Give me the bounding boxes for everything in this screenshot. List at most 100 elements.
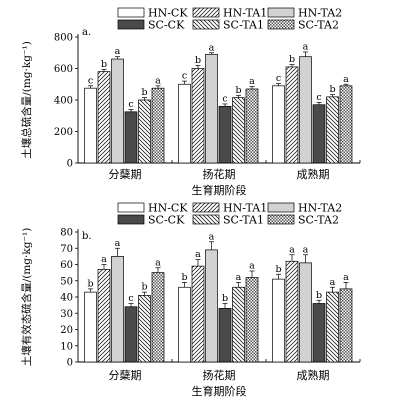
significance-label: a [101, 254, 107, 265]
significance-label: b [289, 54, 295, 65]
legend-label-sc-ck: SC-CK [148, 214, 185, 227]
significance-label: a [155, 257, 161, 268]
legend-swatch-sc-ta2 [267, 214, 295, 225]
bar-sc-ck [312, 104, 326, 164]
bar-hn-ta2 [205, 53, 218, 164]
y-tick-label: 20 [60, 325, 73, 336]
legend-label-hn-ck: HN-CK [148, 202, 188, 215]
y-tick-label: 60 [60, 260, 73, 271]
legend-swatch-hn-ck [117, 202, 145, 213]
bar-sc-ck [218, 105, 232, 164]
y-tick-label: 800 [54, 33, 73, 44]
bar-sc-ta2 [339, 85, 353, 164]
y-axis-label: 土壤总硫含量/(mg·kg⁻¹) [20, 41, 33, 159]
significance-label: a [115, 238, 121, 249]
legend-swatch-hn-ck [117, 7, 145, 18]
x-tick-label: 分蘖期 [109, 368, 142, 382]
bar-sc-ta1 [232, 286, 245, 363]
bar-sc-ta2 [151, 272, 165, 363]
bar-hn-ta2 [299, 262, 312, 363]
significance-label: b [222, 293, 228, 304]
bar-sc-ck [312, 303, 326, 363]
y-tick-label: 10 [60, 341, 73, 352]
legend-label-sc-ta1: SC-TA1 [223, 214, 264, 227]
bar-hn-ta2 [205, 249, 218, 363]
significance-label: c [276, 73, 281, 84]
legend-label-hn-ck: HN-CK [148, 7, 188, 20]
y-tick-label: 600 [54, 64, 73, 75]
bar-sc-ck [124, 306, 138, 363]
legend-swatch-hn-ta1 [192, 202, 220, 213]
bar-sc-ta1 [326, 291, 339, 363]
y-tick-label: 400 [54, 96, 73, 107]
significance-label: a [303, 244, 309, 255]
panel-b: HN-CK HN-TA1 HN-TA2 SC-CK SC-TA1 SC-TA2 0 10 20 3… [20, 202, 361, 398]
y-tick-label: 0 [67, 159, 73, 170]
significance-label: c [128, 293, 133, 304]
legend-swatch-hn-ta1 [192, 7, 220, 18]
legend-swatch-sc-ta1 [192, 214, 220, 225]
y-tick-label: 70 [60, 244, 73, 255]
bar-sc-ta1 [138, 99, 151, 164]
x-axis-label: 生育期阶段 [192, 384, 247, 398]
significance-label: b [235, 85, 241, 96]
bar-hn-ta2 [299, 56, 312, 164]
x-tick-label: 成熟期 [297, 368, 330, 382]
panel-label: b. [82, 231, 92, 242]
significance-label: b [87, 278, 93, 289]
significance-label: b [316, 290, 322, 301]
significance-label: a [155, 75, 161, 86]
bar-sc-ck [218, 308, 232, 363]
significance-label: a [249, 76, 255, 87]
significance-label: a [249, 261, 255, 272]
x-tick-label: 扬花期 [203, 167, 236, 181]
x-axis-label: 生育期阶段 [192, 183, 247, 197]
y-tick-label: 80 [60, 228, 73, 239]
significance-label: b [275, 264, 281, 275]
significance-label: b [329, 84, 335, 95]
significance-label: c [182, 71, 187, 82]
bar-hn-ta1 [191, 265, 205, 363]
significance-label: b [141, 87, 147, 98]
significance-label: b [141, 282, 147, 293]
legend-swatch-sc-ta1 [192, 19, 220, 30]
x-tick-label: 扬花期 [203, 368, 236, 382]
bar-hn-ck [178, 83, 191, 164]
legend-label-sc-ta2: SC-TA2 [298, 19, 339, 32]
bar-hn-ta1 [97, 71, 111, 164]
significance-label: c [316, 92, 321, 103]
significance-label: a [343, 272, 349, 283]
significance-label: a [289, 244, 295, 255]
bar-hn-ta2 [111, 58, 124, 164]
y-tick-label: 30 [60, 309, 73, 320]
legend-label-sc-ta2: SC-TA2 [298, 214, 339, 227]
bar-sc-ta2 [245, 88, 259, 164]
x-tick-label: 成熟期 [297, 167, 330, 181]
y-tick-label: 0 [67, 358, 73, 369]
significance-label: a [343, 74, 349, 85]
significance-label: c [128, 99, 133, 110]
significance-label: c [222, 93, 227, 104]
bar-hn-ta1 [191, 68, 205, 164]
bar-hn-ck [272, 85, 285, 164]
significance-label: a [236, 272, 242, 283]
significance-label: a [303, 41, 309, 52]
significance-label: b [101, 59, 107, 70]
y-axis-label: 土壤有效态硫含量/(mg·kg⁻¹) [20, 228, 33, 367]
significance-label: c [88, 75, 93, 86]
significance-label: a [209, 231, 215, 242]
y-tick-label: 50 [60, 276, 73, 287]
legend-swatch-sc-ta2 [267, 19, 295, 30]
y-tick-label: 200 [54, 127, 73, 138]
bar-hn-ta1 [97, 269, 111, 363]
bar-sc-ck [124, 111, 138, 164]
bar-sc-ta2 [151, 87, 165, 164]
bar-sc-ta2 [245, 277, 259, 363]
significance-label: a [195, 249, 201, 260]
legend-swatch-hn-ta2 [267, 7, 295, 18]
significance-label: a [330, 277, 336, 288]
panel-a: HN-CK HN-TA1 HN-TA2 SC-CK SC-TA1 SC-TA2 0 200 40… [20, 7, 361, 197]
significance-label: a [115, 46, 121, 57]
significance-label: b [181, 272, 187, 283]
bar-hn-ta1 [285, 66, 299, 164]
